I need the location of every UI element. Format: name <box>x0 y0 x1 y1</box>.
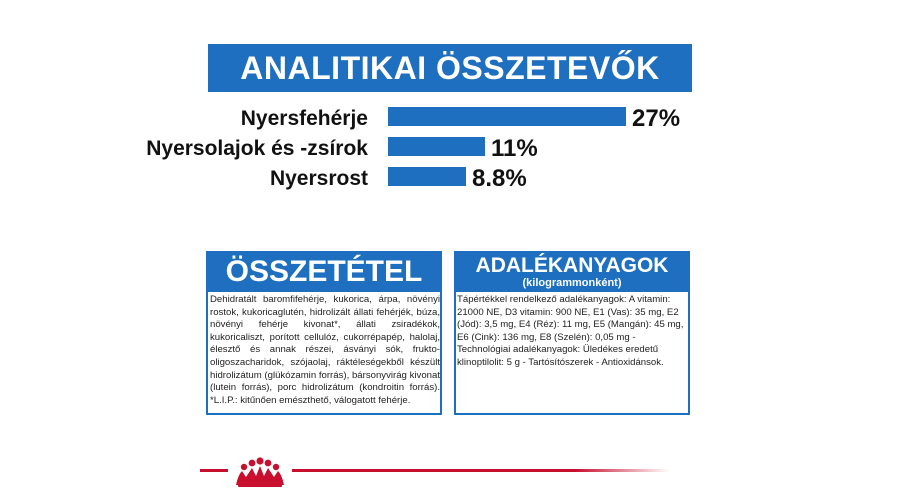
composition-title: ÖSSZETÉTEL <box>225 254 423 288</box>
value-label-2: 8.8% <box>472 165 527 192</box>
analytic-title-banner: ANALITIKAI ÖSSZETEVŐK <box>208 44 692 92</box>
bar-0 <box>388 107 626 126</box>
composition-panel <box>206 292 442 415</box>
additives-text: Tápértékkel rendelkező adalékanyagok: A … <box>457 294 684 368</box>
composition-text: Dehidratált baromfifehérje, kukorica, ár… <box>210 294 440 406</box>
analytic-title: ANALITIKAI ÖSSZETEVŐK <box>240 49 660 86</box>
category-label-0: Nyersfehérje <box>241 107 368 130</box>
composition-title-banner: ÖSSZETÉTEL <box>206 251 442 292</box>
category-label-1: Nyersolajok és -zsírok <box>146 137 368 160</box>
value-label-0: 27% <box>632 105 680 132</box>
additives-panel <box>454 292 690 415</box>
value-label-1: 11% <box>491 135 538 162</box>
bar-2 <box>388 167 466 186</box>
footer-line-right <box>292 469 670 472</box>
additives-subtitle: (kilogrammonként) <box>522 276 622 289</box>
additives-title-banner: ADALÉKANYAGOK (kilogrammonként) <box>454 251 690 292</box>
nutrient-bar-chart: Nyersfehérje 27% Nyersolajok és -zsírok 11%… <box>146 105 680 192</box>
category-label-2: Nyersrost <box>270 167 368 190</box>
additives-title: ADALÉKANYAGOK <box>475 253 669 277</box>
royal-canin-crown-icon <box>236 457 284 487</box>
bar-1 <box>388 137 485 156</box>
footer-line-left <box>200 469 228 472</box>
footer-brand-strip <box>200 457 670 487</box>
